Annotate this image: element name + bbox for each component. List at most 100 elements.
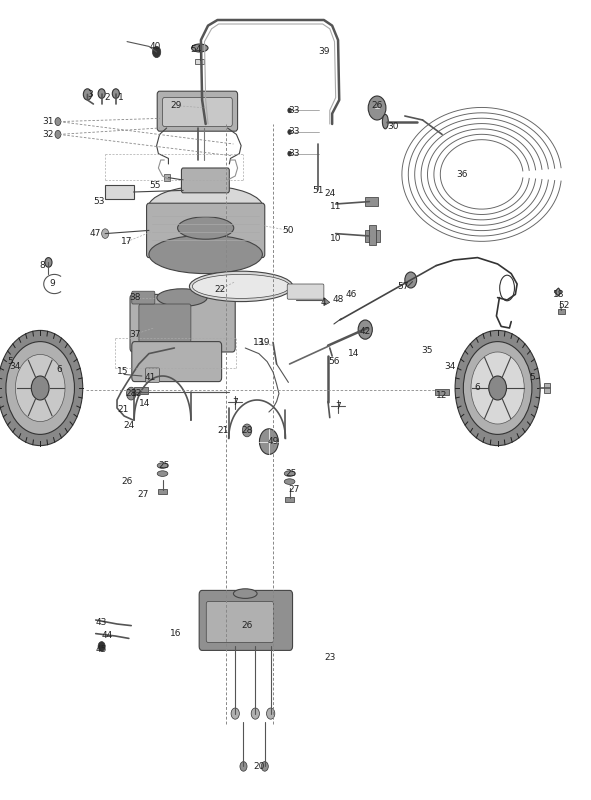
Circle shape [358,320,372,339]
Bar [369,225,376,245]
Text: 36: 36 [456,170,468,179]
Text: 31: 31 [43,117,54,126]
Polygon shape [324,298,330,306]
Ellipse shape [382,114,388,129]
Circle shape [251,708,259,719]
Text: 5: 5 [529,373,535,382]
Circle shape [98,89,105,98]
Text: 26: 26 [241,621,253,630]
Circle shape [261,762,268,771]
Polygon shape [554,288,561,296]
Text: 54: 54 [190,45,202,54]
Text: 4: 4 [321,298,327,307]
Text: 55: 55 [149,181,161,190]
Circle shape [112,89,119,98]
FancyBboxPatch shape [206,602,274,642]
Text: 40: 40 [149,42,161,51]
Ellipse shape [157,462,168,469]
Circle shape [463,342,532,434]
Ellipse shape [149,235,262,274]
Bar [164,174,170,181]
Circle shape [31,376,49,400]
Circle shape [288,151,291,156]
Circle shape [98,642,105,651]
Text: 27: 27 [288,485,300,494]
Bar [544,383,550,393]
Text: 41: 41 [145,373,157,382]
Text: 45: 45 [96,645,108,654]
Text: 18: 18 [553,290,564,299]
Circle shape [259,429,278,454]
Text: 39: 39 [318,47,330,57]
Text: 2: 2 [105,93,111,102]
Text: 32: 32 [43,130,54,139]
Bar [195,59,204,64]
Text: 13: 13 [253,338,265,347]
Text: 3: 3 [87,90,93,99]
Circle shape [6,342,74,434]
Bar [158,489,167,494]
Text: 38: 38 [129,293,141,302]
Text: 28: 28 [125,389,137,398]
Text: 33: 33 [288,149,300,158]
FancyBboxPatch shape [181,168,229,193]
FancyBboxPatch shape [145,368,160,382]
FancyBboxPatch shape [163,98,232,126]
Text: 6: 6 [56,365,62,374]
Bar [558,309,565,314]
Text: 12: 12 [436,391,448,401]
FancyBboxPatch shape [105,185,134,199]
Text: 50: 50 [282,226,294,235]
Text: 48: 48 [332,295,344,305]
Text: 7: 7 [335,402,341,411]
Text: 42: 42 [359,327,371,337]
Text: 5: 5 [8,357,14,366]
FancyBboxPatch shape [199,590,293,650]
Text: 16: 16 [170,629,182,638]
Text: 34: 34 [9,362,21,371]
Text: 47: 47 [90,229,102,238]
Text: 25: 25 [285,469,297,478]
FancyBboxPatch shape [157,91,238,131]
Circle shape [15,354,65,422]
Text: 26: 26 [371,101,383,110]
Circle shape [368,96,386,120]
Ellipse shape [148,186,263,230]
Ellipse shape [284,470,295,477]
Circle shape [102,229,109,238]
Text: 44: 44 [102,631,113,641]
Circle shape [126,387,136,400]
Text: 12: 12 [131,389,143,398]
Ellipse shape [157,289,207,306]
Text: 24: 24 [123,421,135,430]
Text: 28: 28 [241,426,253,435]
Text: 33: 33 [288,127,300,137]
Bar [285,497,294,502]
Text: 14: 14 [348,349,359,358]
Text: 21: 21 [217,426,229,435]
Ellipse shape [233,589,257,598]
Circle shape [240,762,247,771]
Circle shape [288,130,291,134]
Circle shape [55,118,61,126]
Text: 25: 25 [158,461,170,470]
Bar [365,197,378,206]
Circle shape [288,108,291,113]
Bar [365,230,380,242]
Text: 17: 17 [121,237,133,246]
Text: 46: 46 [346,290,358,299]
Text: 19: 19 [259,338,271,347]
Text: 14: 14 [139,399,151,409]
FancyBboxPatch shape [139,304,191,342]
Circle shape [55,130,61,138]
Text: 33: 33 [288,106,300,115]
Text: 30: 30 [387,122,399,131]
Text: 51: 51 [312,186,324,195]
Text: 6: 6 [475,383,480,393]
Text: 52: 52 [558,301,570,310]
Text: 10: 10 [330,234,342,243]
Ellipse shape [284,478,295,484]
Text: 56: 56 [328,357,340,366]
Text: 21: 21 [117,405,129,414]
Text: 22: 22 [214,285,226,294]
